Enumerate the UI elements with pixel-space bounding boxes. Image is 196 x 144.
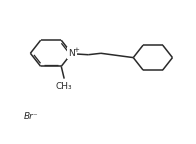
Text: +: + [73, 47, 79, 53]
Text: N: N [68, 49, 75, 58]
Text: Br⁻: Br⁻ [24, 112, 39, 121]
Text: CH₃: CH₃ [56, 82, 73, 91]
